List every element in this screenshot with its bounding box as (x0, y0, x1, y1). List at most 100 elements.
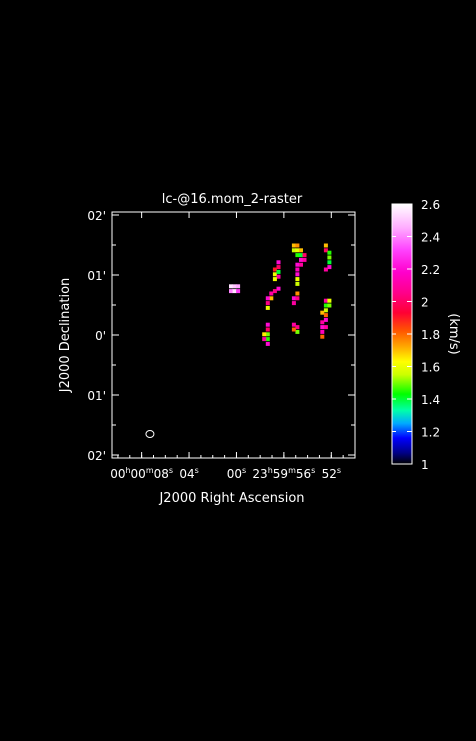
raster-pixel (299, 248, 303, 253)
raster-pixel (262, 332, 267, 337)
raster-pixel (265, 301, 270, 306)
x-tick-label: 52s (322, 466, 341, 481)
raster-pixel (276, 286, 281, 291)
raster-pixel (229, 289, 233, 294)
colorbar-label: (km/s) (446, 313, 461, 355)
raster-pixel (295, 262, 300, 267)
raster-pixel (291, 248, 296, 253)
y-tick-label: 02' (87, 209, 106, 223)
raster-pixel (295, 267, 300, 272)
raster-pixel (302, 257, 307, 262)
colorbar-tick-label: 1 (421, 458, 429, 472)
y-tick-label: 01' (87, 389, 106, 403)
raster-pixel (295, 253, 300, 258)
raster-pixel (232, 289, 237, 294)
raster-pixel (327, 260, 332, 265)
beam-ellipse (145, 430, 155, 438)
colorbar-tick-label: 1.6 (421, 361, 440, 375)
raster-pixel (295, 291, 300, 296)
y-tick-label: 0' (95, 329, 106, 343)
y-tick-label: 02' (87, 449, 106, 463)
colorbar-tick-label: 1.8 (421, 328, 440, 342)
raster-pixel (236, 289, 241, 294)
colorbar-tick-label: 2.6 (421, 198, 440, 212)
raster-pixel (262, 337, 267, 342)
y-axis-label: J2000 Declination (58, 278, 73, 394)
raster-pixel (295, 296, 300, 301)
raster-pixel (295, 277, 300, 282)
y-tick-label: 01' (87, 269, 106, 283)
raster-pixel (327, 255, 332, 260)
raster-pixel (265, 305, 270, 310)
raster-pixel (229, 284, 233, 289)
raster-pixel (323, 248, 328, 253)
raster-pixel (272, 277, 277, 282)
raster-pixel (299, 262, 303, 267)
raster-pixel (291, 301, 296, 306)
raster-pixel (327, 303, 332, 308)
raster-pixels (229, 243, 332, 346)
colorbar-tick-label: 1.4 (421, 393, 440, 407)
raster-pixel (276, 265, 281, 270)
raster-pixel (265, 322, 270, 327)
raster-pixel (320, 329, 325, 334)
raster-pixel (265, 296, 270, 301)
raster-pixel (323, 317, 328, 322)
raster-pixel (295, 243, 300, 248)
x-tick-label: 00h00m08s (110, 466, 173, 481)
raster-pixel (323, 243, 328, 248)
raster-pixel (295, 248, 300, 253)
x-tick-label: 04s (179, 466, 198, 481)
raster-pixel (323, 298, 328, 303)
raster-pixel (265, 337, 270, 342)
raster-pixel (323, 325, 328, 330)
raster-pixel (323, 303, 328, 308)
chart-title: lc-@16.mom_2-raster (162, 192, 303, 207)
x-axis-ticks: 00h00m08s 04s 00s 23h59m56s 52s (110, 212, 356, 481)
raster-pixel (295, 272, 300, 277)
raster-pixel (299, 253, 303, 258)
raster-pixel (265, 332, 270, 337)
raster-pixel (295, 281, 300, 286)
raster-pixel (320, 334, 325, 339)
raster-pixel (323, 313, 328, 318)
raster-pixel (272, 267, 277, 272)
raster-pixel (327, 265, 332, 270)
colorbar-tick-label: 1.2 (421, 426, 440, 440)
raster-pixel (291, 322, 296, 327)
colorbar-ticks: 2.6 2.4 2.2 2 1.8 1.6 1.4 1.2 1 (392, 198, 440, 472)
y-axis-ticks: 02' 01' 0' 01' 02' (87, 209, 355, 463)
raster-pixel (291, 327, 296, 332)
raster-pixel (276, 269, 281, 274)
colorbar-tick-label: 2 (421, 296, 429, 310)
raster-pixel (269, 296, 274, 301)
raster-pixel (276, 260, 281, 265)
raster-pixel (265, 327, 270, 332)
raster-pixel (302, 253, 307, 258)
raster-pixel (323, 267, 328, 272)
raster-pixel (320, 325, 325, 330)
raster-pixel (291, 243, 296, 248)
colorbar-tick-label: 2.2 (421, 263, 440, 277)
raster-pixel (327, 250, 332, 255)
raster-pixel (291, 296, 296, 301)
raster-pixel (265, 341, 270, 346)
raster-pixel (295, 329, 300, 334)
x-axis-label: J2000 Right Ascension (158, 491, 304, 506)
x-tick-label: 23h59m56s (252, 466, 315, 481)
raster-pixel (269, 291, 274, 296)
raster-pixel (295, 325, 300, 330)
raster-pixel (276, 274, 281, 279)
colorbar-tick-label: 2.4 (421, 231, 440, 245)
raster-pixel (232, 284, 237, 289)
x-tick-label: 00s (227, 466, 246, 481)
raster-pixel (320, 310, 325, 315)
raster-pixel (299, 257, 303, 262)
raster-pixel (236, 284, 241, 289)
raster-pixel (327, 298, 332, 303)
raster-pixel (272, 272, 277, 277)
raster-pixel (323, 308, 328, 313)
raster-pixel (320, 320, 325, 325)
